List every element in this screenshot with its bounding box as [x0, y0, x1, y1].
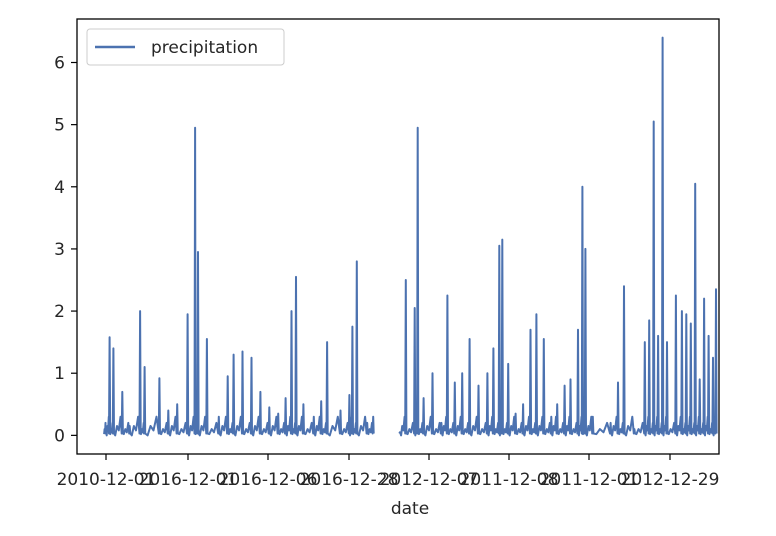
x-tick-label: 2016-12-01: [139, 470, 238, 490]
plot-frame: [76, 18, 720, 455]
data-layer: [103, 36, 718, 437]
y-tick-label: 6: [54, 54, 65, 74]
y-tick-label: 5: [54, 116, 65, 136]
y-tick-label: 4: [54, 178, 65, 198]
x-tick-label: 2012-12-07: [380, 470, 479, 490]
legend: precipitation: [86, 28, 285, 66]
series-line-precipitation: [103, 36, 718, 437]
x-tick-label: 2016-12-06: [219, 470, 318, 490]
y-tick-label: 2: [54, 302, 65, 322]
y-tick-label: 1: [54, 364, 65, 384]
legend-label-precipitation: precipitation: [151, 38, 258, 58]
x-tick-label: 2011-12-08: [460, 470, 559, 490]
x-tick-label: 2011-12-01: [540, 470, 639, 490]
x-tick-label: 2016-12-28: [300, 470, 399, 490]
y-tick-label: 0: [54, 426, 65, 446]
legend-box: [86, 28, 285, 66]
y-axis: 0 1 2 3 4 5 6: [54, 54, 77, 446]
x-tick-label: 2012-12-29: [621, 470, 720, 490]
y-tick-label: 3: [54, 240, 65, 260]
x-tick-label: 2010-12-01: [57, 470, 156, 490]
x-axis: 2010-12-012016-12-012016-12-062016-12-28…: [57, 454, 720, 490]
x-axis-label: date: [391, 499, 429, 519]
